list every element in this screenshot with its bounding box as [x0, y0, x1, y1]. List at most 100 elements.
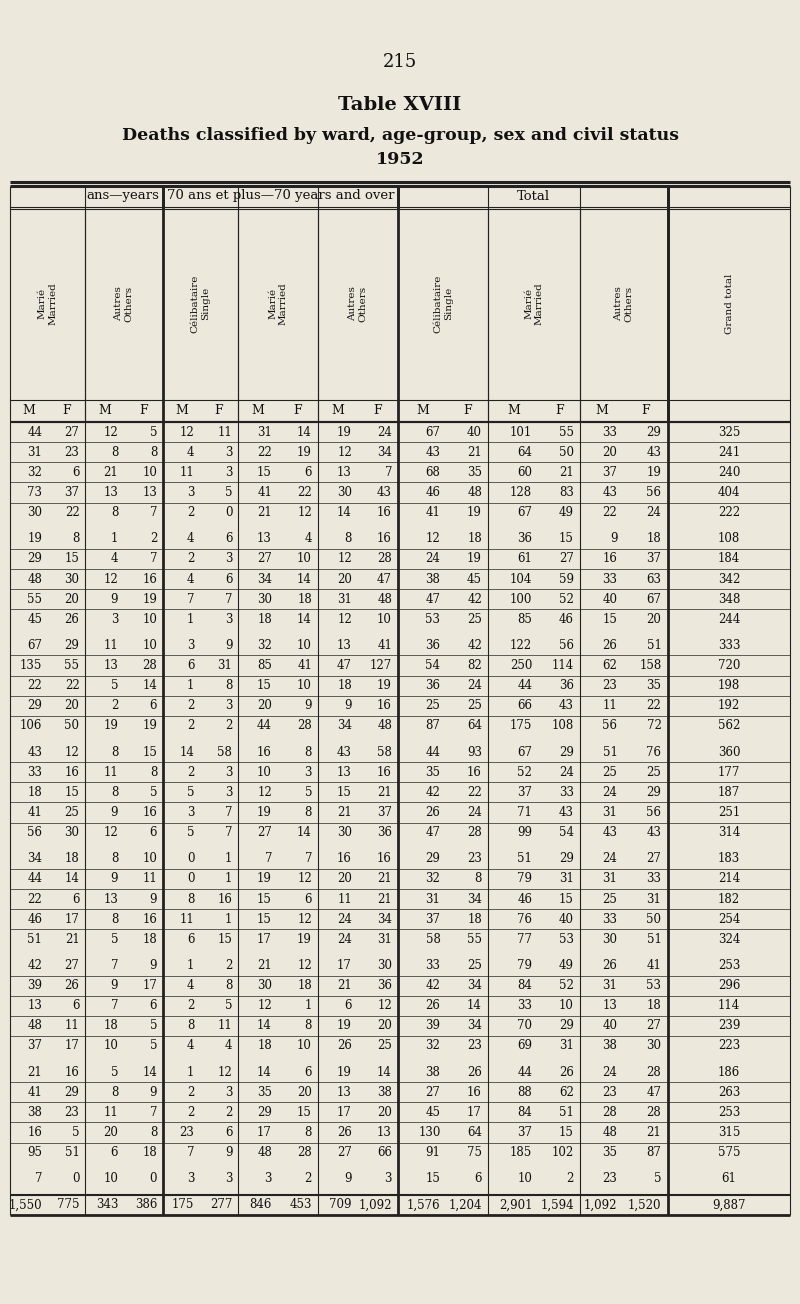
- Text: 29: 29: [65, 1086, 79, 1099]
- Text: M: M: [595, 404, 609, 417]
- Text: 386: 386: [134, 1198, 157, 1211]
- Text: 8: 8: [187, 1020, 194, 1033]
- Text: 39: 39: [27, 979, 42, 992]
- Text: 85: 85: [257, 659, 272, 672]
- Text: 43: 43: [602, 486, 618, 499]
- Text: 18: 18: [258, 1039, 272, 1052]
- Text: 14: 14: [377, 1065, 392, 1078]
- Text: 3: 3: [265, 1172, 272, 1185]
- Text: 67: 67: [27, 639, 42, 652]
- Text: Table XVIII: Table XVIII: [338, 96, 462, 113]
- Text: 24: 24: [602, 786, 618, 799]
- Text: 46: 46: [559, 613, 574, 626]
- Text: 28: 28: [298, 1146, 312, 1159]
- Text: 34: 34: [467, 1020, 482, 1033]
- Text: 20: 20: [646, 613, 662, 626]
- Text: 23: 23: [65, 446, 79, 459]
- Text: 7: 7: [187, 592, 194, 605]
- Text: 29: 29: [257, 1106, 272, 1119]
- Text: 37: 37: [518, 1127, 532, 1138]
- Text: 17: 17: [142, 979, 157, 992]
- Text: 11: 11: [218, 1020, 232, 1033]
- Text: 35: 35: [257, 1086, 272, 1099]
- Text: 56: 56: [27, 827, 42, 840]
- Text: 8: 8: [110, 746, 118, 759]
- Text: M: M: [507, 404, 521, 417]
- Text: 60: 60: [518, 466, 532, 479]
- Text: 18: 18: [467, 913, 482, 926]
- Text: 4: 4: [187, 979, 194, 992]
- Text: 6: 6: [345, 999, 352, 1012]
- Text: 6: 6: [187, 659, 194, 672]
- Text: 18: 18: [258, 613, 272, 626]
- Text: 34: 34: [27, 853, 42, 866]
- Text: 16: 16: [218, 892, 232, 905]
- Text: 8: 8: [474, 872, 482, 885]
- Text: 19: 19: [103, 720, 118, 733]
- Text: 244: 244: [718, 613, 740, 626]
- Text: 38: 38: [377, 1086, 392, 1099]
- Text: 13: 13: [337, 639, 352, 652]
- Text: 16: 16: [337, 853, 352, 866]
- Text: 19: 19: [337, 425, 352, 438]
- Text: 83: 83: [559, 486, 574, 499]
- Text: 14: 14: [337, 506, 352, 519]
- Text: 2: 2: [110, 699, 118, 712]
- Text: 63: 63: [646, 572, 662, 585]
- Text: 66: 66: [377, 1146, 392, 1159]
- Text: 44: 44: [426, 746, 441, 759]
- Text: 114: 114: [718, 999, 740, 1012]
- Text: 14: 14: [297, 572, 312, 585]
- Text: M: M: [417, 404, 430, 417]
- Text: 2: 2: [225, 720, 232, 733]
- Text: 14: 14: [467, 999, 482, 1012]
- Text: 2: 2: [187, 765, 194, 778]
- Text: 43: 43: [377, 486, 392, 499]
- Text: 11: 11: [103, 1106, 118, 1119]
- Text: 23: 23: [179, 1127, 194, 1138]
- Text: 30: 30: [65, 572, 79, 585]
- Text: 9: 9: [225, 1146, 232, 1159]
- Text: 47: 47: [646, 1086, 662, 1099]
- Text: 12: 12: [298, 958, 312, 971]
- Text: 51: 51: [646, 932, 662, 945]
- Text: 1,576: 1,576: [407, 1198, 441, 1211]
- Text: 6: 6: [305, 892, 312, 905]
- Text: 19: 19: [257, 872, 272, 885]
- Text: 2: 2: [187, 506, 194, 519]
- Text: 13: 13: [103, 486, 118, 499]
- Text: 29: 29: [426, 853, 441, 866]
- Text: 51: 51: [518, 853, 532, 866]
- Text: 11: 11: [103, 639, 118, 652]
- Text: 4: 4: [187, 572, 194, 585]
- Text: 222: 222: [718, 506, 740, 519]
- Text: 184: 184: [718, 553, 740, 566]
- Text: 13: 13: [337, 466, 352, 479]
- Text: 846: 846: [250, 1198, 272, 1211]
- Text: 41: 41: [27, 806, 42, 819]
- Text: 21: 21: [65, 932, 79, 945]
- Text: 27: 27: [257, 553, 272, 566]
- Text: 31: 31: [27, 446, 42, 459]
- Text: 40: 40: [559, 913, 574, 926]
- Text: M: M: [175, 404, 188, 417]
- Text: 20: 20: [257, 699, 272, 712]
- Text: 7: 7: [225, 806, 232, 819]
- Text: 562: 562: [718, 720, 740, 733]
- Text: 10: 10: [297, 679, 312, 692]
- Text: 54: 54: [559, 827, 574, 840]
- Text: 720: 720: [718, 659, 740, 672]
- Text: 315: 315: [718, 1127, 740, 1138]
- Text: 73: 73: [27, 486, 42, 499]
- Text: 43: 43: [337, 746, 352, 759]
- Text: 34: 34: [377, 446, 392, 459]
- Text: 6: 6: [72, 466, 79, 479]
- Text: 20: 20: [337, 872, 352, 885]
- Text: 26: 26: [467, 1065, 482, 1078]
- Text: 11: 11: [218, 425, 232, 438]
- Text: 35: 35: [426, 765, 441, 778]
- Text: 23: 23: [602, 1086, 618, 1099]
- Text: 16: 16: [65, 765, 79, 778]
- Text: 10: 10: [297, 639, 312, 652]
- Text: 3: 3: [187, 806, 194, 819]
